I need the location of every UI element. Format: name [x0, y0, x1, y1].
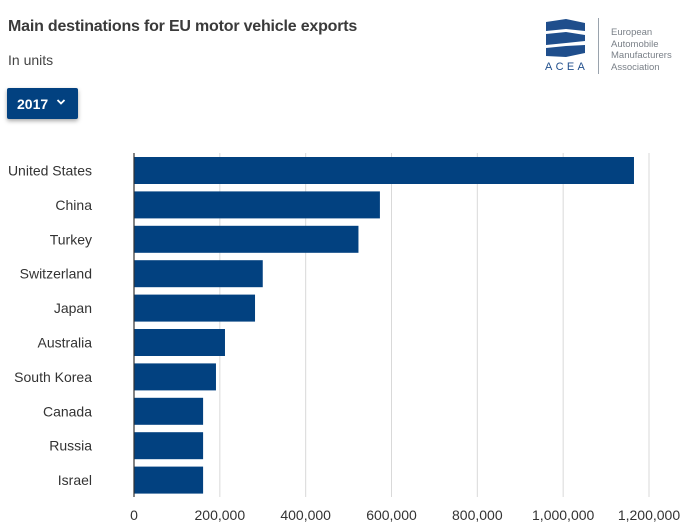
category-label: Australia — [38, 335, 93, 351]
category-label: Switzerland — [20, 266, 92, 282]
bar — [134, 260, 263, 288]
bar — [134, 191, 380, 219]
bar — [134, 432, 204, 460]
category-label: Canada — [43, 403, 92, 419]
x-tick-label: 200,000 — [195, 507, 246, 523]
bar — [134, 294, 256, 322]
bar — [134, 363, 216, 391]
bar — [134, 157, 634, 184]
bar — [134, 329, 225, 356]
category-label: South Korea — [14, 369, 92, 385]
x-tick-label: 1,200,000 — [618, 507, 680, 523]
logo-name-line: Association — [611, 61, 660, 73]
logo-name-line: Automobile — [611, 38, 659, 50]
logo-divider — [598, 18, 599, 74]
x-tick-label: 600,000 — [366, 507, 417, 523]
x-tick-label: 800,000 — [452, 507, 503, 523]
category-label: Russia — [49, 438, 92, 454]
x-tick-label: 400,000 — [280, 507, 331, 523]
bar — [134, 225, 359, 253]
bar — [134, 397, 204, 425]
category-label: Israel — [58, 472, 92, 488]
acea-logo: ACEA European Automobile Manufacturers A… — [542, 18, 682, 76]
chevron-down-icon — [56, 99, 66, 105]
bar — [134, 466, 204, 494]
year-dropdown[interactable]: 2017 — [7, 88, 78, 119]
chart-subtitle: In units — [8, 52, 54, 68]
category-label: Japan — [54, 300, 92, 316]
year-dropdown-value: 2017 — [17, 95, 49, 112]
logo-name-line: Manufacturers — [611, 50, 672, 61]
logo-name-line: European — [611, 27, 653, 38]
acea-full-name: European Automobile Manufacturers Associ… — [611, 27, 672, 73]
acea-acronym: ACEA — [545, 61, 589, 73]
category-label: China — [55, 197, 92, 213]
category-label: United States — [8, 163, 92, 179]
category-label: Turkey — [50, 231, 92, 247]
x-tick-label: 0 — [130, 507, 138, 523]
x-tick-label: 1,000,000 — [532, 507, 594, 523]
chart-title: Main destinations for EU motor vehicle e… — [8, 18, 358, 35]
acea-logo-icon — [546, 19, 585, 57]
